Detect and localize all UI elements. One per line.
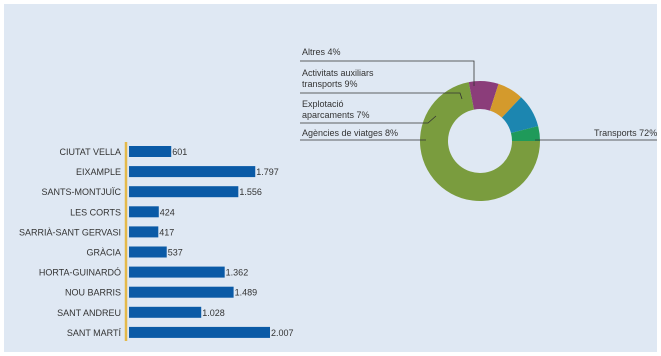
bar [129,246,167,258]
slice-label-activitats: Activitats auxiliars [302,68,374,78]
value-label: 537 [168,248,183,258]
bar-chart: CIUTAT VELLA 601 EIXAMPLE 1.797 SANTS-MONTJU… [19,142,294,341]
slice-label-transports: Transports 72% [594,128,657,138]
value-label: 1.556 [239,187,262,197]
value-label: 424 [160,207,175,217]
value-label: 1.028 [202,308,225,318]
bar [129,306,202,318]
bar [129,226,159,238]
value-label: 2.007 [271,328,294,338]
category-label: SANT MARTÍ [67,328,122,338]
category-label: CIUTAT VELLA [59,147,121,157]
slice-label-agencies: Agències de viatges 8% [302,128,398,138]
value-label: 1.797 [256,167,279,177]
leader-line-altres [300,60,475,86]
bar [129,166,256,178]
category-label: LES CORTS [70,207,121,217]
donut-slice-4 [510,126,540,141]
slice-label-altres: Altres 4% [302,47,341,57]
slice-label-explotacio: aparcaments 7% [302,110,370,120]
bar [129,146,172,157]
category-label: HORTA-GUINARDÓ [39,268,121,278]
value-label: 601 [172,147,187,157]
bar [129,326,270,338]
value-label: 417 [159,227,174,237]
leader-line-explotacio [300,115,437,124]
category-label: SANTS-MONTJUÏC [42,187,122,197]
bar [129,266,225,278]
donut-slice-3 [501,97,539,134]
donut-slice-2 [489,83,522,118]
value-label: 1.489 [235,288,258,298]
category-label: GRÀCIA [86,248,121,258]
bar [129,206,159,218]
value-label: 1.362 [226,268,249,278]
chart-panel [4,4,657,352]
donut-labels: Altres 4% Activitats auxiliarstransports … [300,47,657,141]
donut-chart [419,81,540,201]
category-label: SARRIÀ-SANT GERVASI [19,227,121,237]
donut-slice-0 [419,82,540,201]
leader-line-activitats [300,92,463,100]
slice-label-explotacio: Explotació [302,99,344,109]
donut-slice-1 [468,81,499,111]
bar [129,186,239,198]
category-label: SANT ANDREU [57,308,121,318]
bar [129,286,234,298]
category-label: EIXAMPLE [76,167,121,177]
slice-label-activitats: transports 9% [302,79,358,89]
category-label: NOU BARRIS [65,288,121,298]
